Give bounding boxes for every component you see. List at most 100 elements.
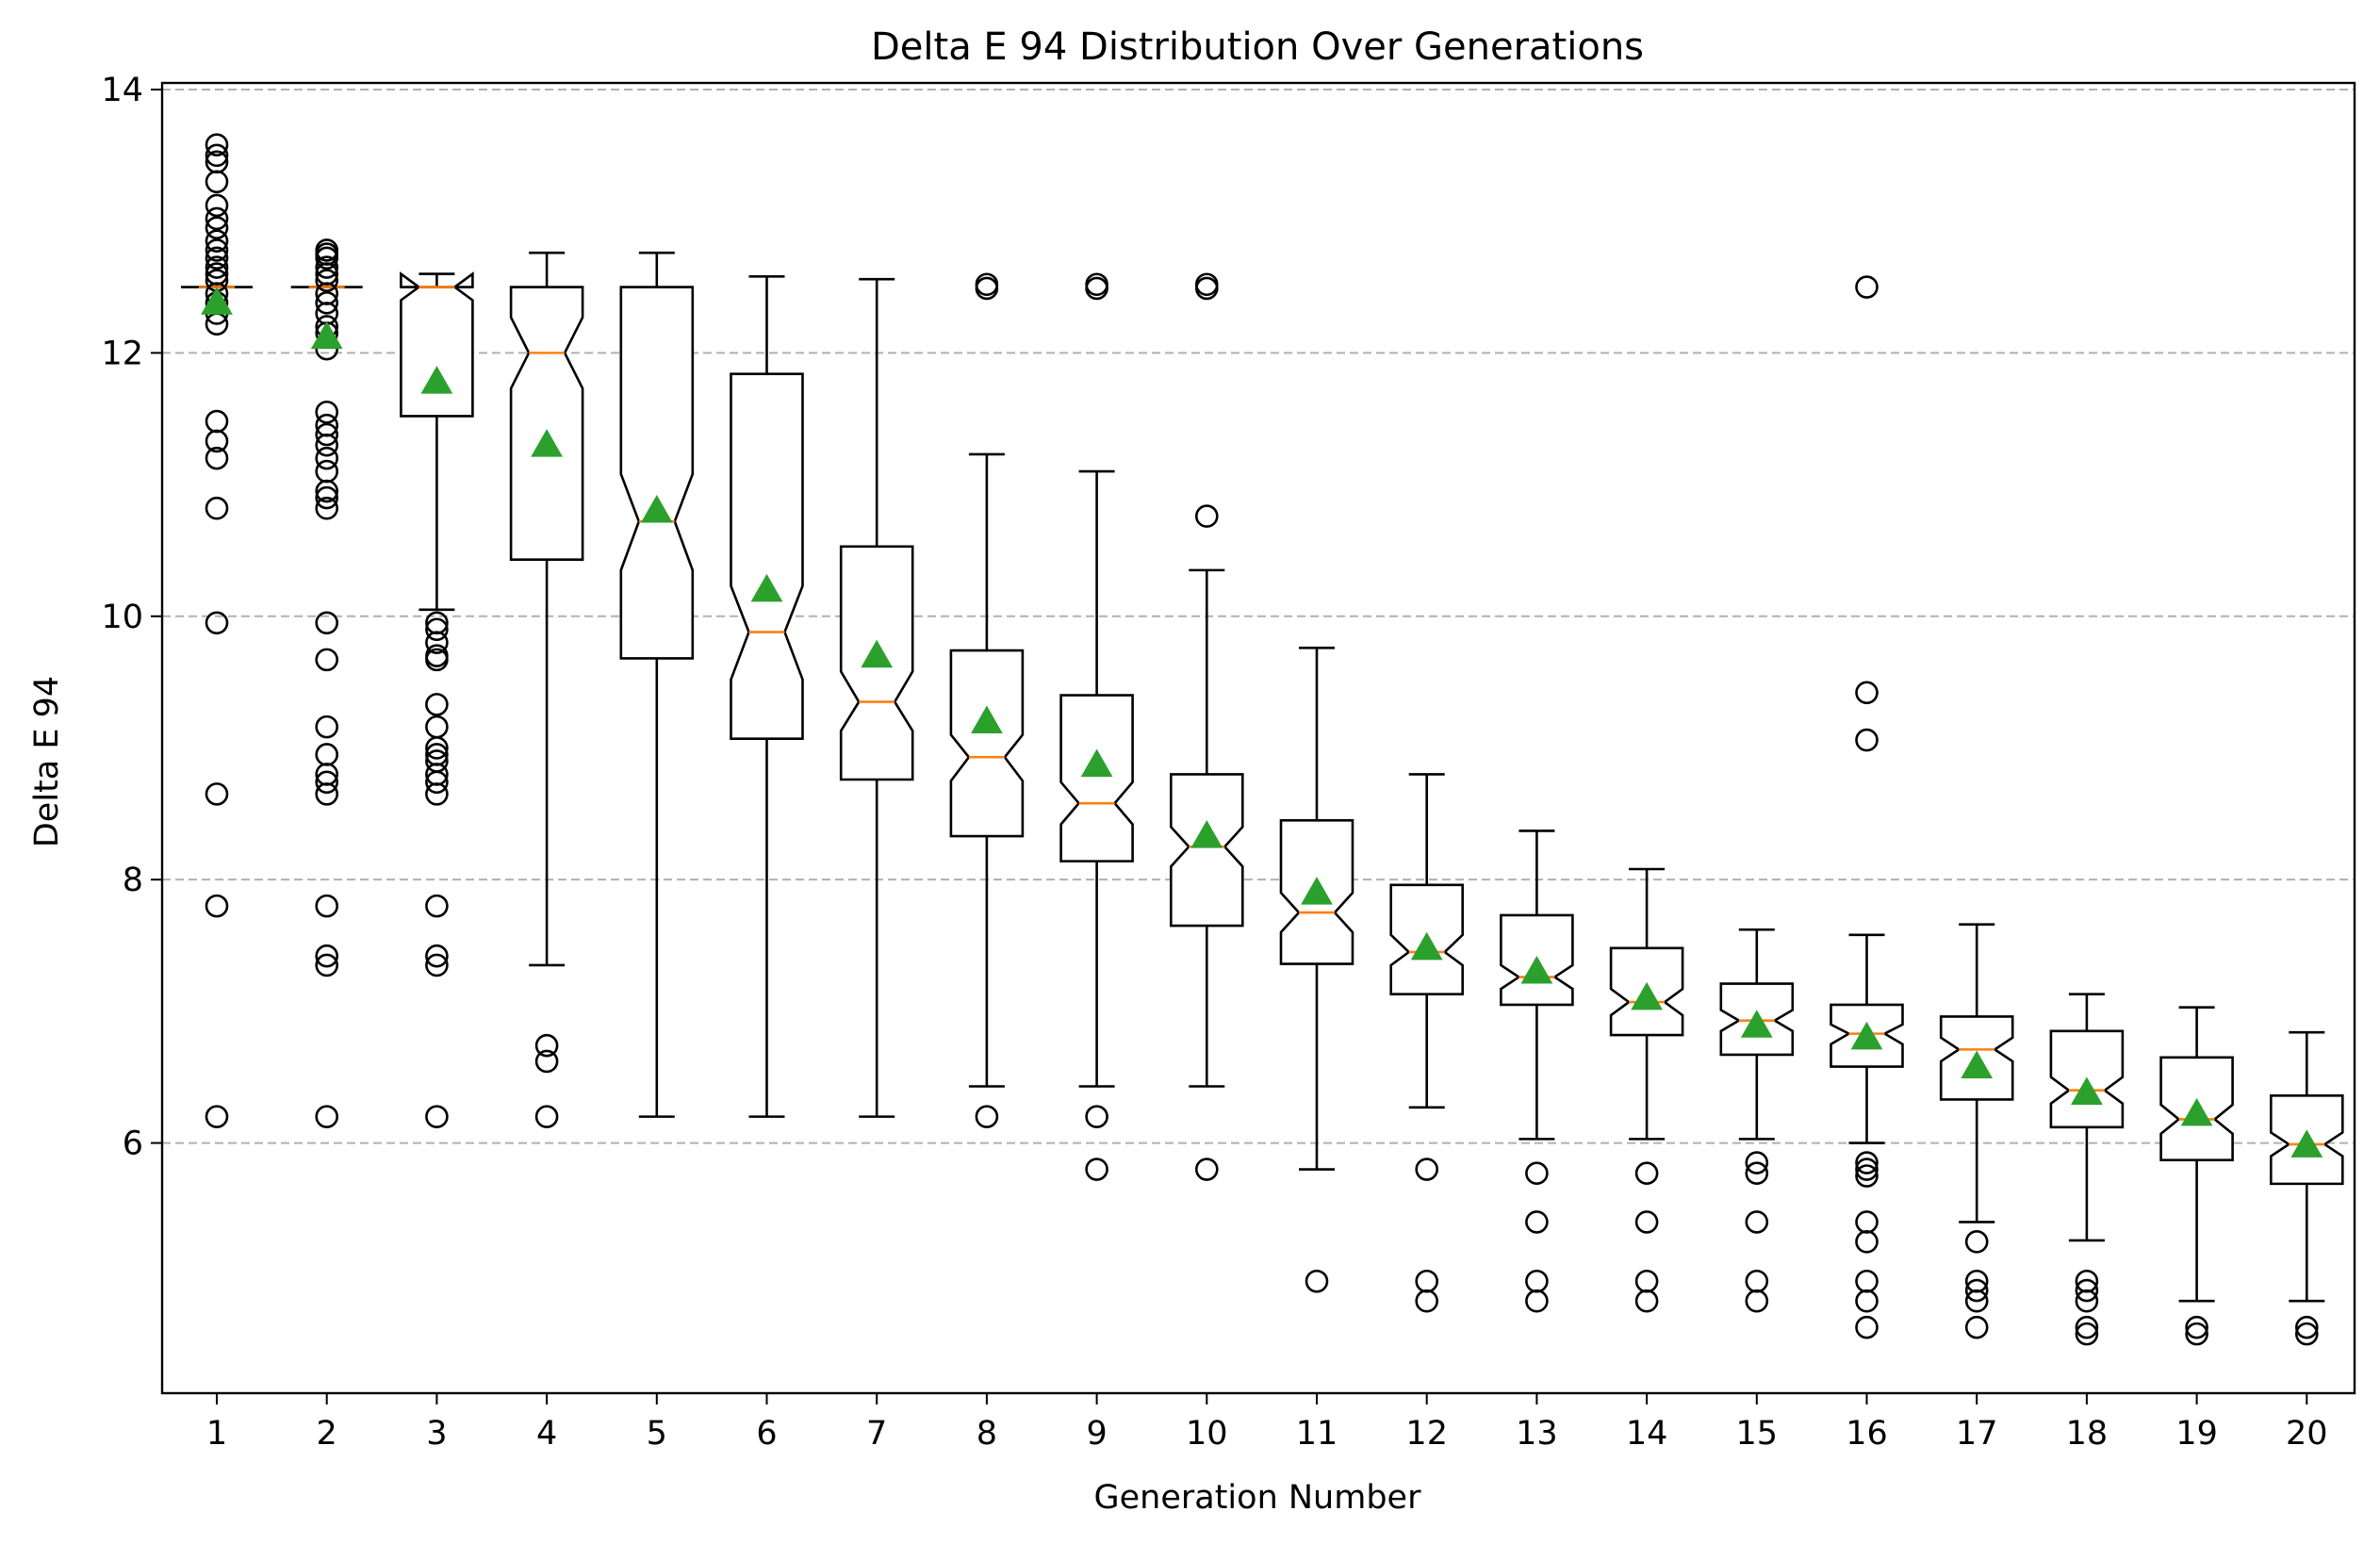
box-group [1609,867,1684,1313]
x-tick-label: 11 [1296,1415,1338,1453]
x-tick-label: 7 [866,1415,887,1453]
box [1059,694,1134,862]
outlier-point [1634,1210,1659,1234]
outlier-point [2075,1322,2099,1346]
outlier-point [1745,1151,1769,1174]
box [730,372,804,740]
outlier-point [1195,504,1219,528]
outlier-point [315,782,339,806]
x-axis-label: Generation Number [1094,1479,1422,1517]
outlier-point [425,894,449,918]
outlier-point [1855,681,1879,705]
outlier-point [315,269,339,292]
outlier-point [315,894,339,918]
y-tick-label: 10 [101,599,143,636]
outlier-point [205,193,229,218]
boxes [181,133,2344,1346]
mean-marker [1740,1010,1773,1038]
outlier-point [1855,1158,1879,1181]
mean-marker [971,705,1003,734]
outlier-point [1964,1230,1989,1254]
y-tick-label: 6 [123,1125,143,1163]
outlier-point [975,276,999,301]
outlier-point [315,433,339,457]
box-group [2270,1030,2344,1346]
outlier-point [1415,1158,1438,1181]
outlier-point [315,400,339,424]
outlier-point [315,1105,339,1128]
x-tick-label: 9 [1086,1415,1107,1453]
box [509,286,584,562]
outlier-point [1855,275,1879,299]
outlier-point [1305,1269,1329,1293]
outlier-point [1855,728,1879,752]
outlier-point [2295,1322,2319,1346]
outlier-point [425,736,449,760]
mean-marker [1410,931,1443,961]
outlier-point [1415,1289,1438,1313]
outlier-point [425,782,449,806]
box-group [509,251,584,1128]
outlier-point [205,133,229,156]
x-tick-label: 16 [1846,1415,1888,1453]
outlier-point [534,1033,559,1058]
outlier-point [2295,1315,2319,1339]
outlier-point [315,770,339,795]
outlier-point [205,255,229,279]
outlier-point [205,206,229,231]
box [1170,773,1244,928]
outlier-point [315,944,339,968]
outlier-point [1855,1230,1879,1254]
box [949,649,1025,838]
box-group [619,251,695,1118]
outlier-point [425,693,449,716]
outlier-point [1745,1161,1769,1186]
outlier-point [205,216,229,239]
mean-marker [1961,1050,1994,1079]
mean-marker [2071,1076,2103,1105]
outlier-point [1525,1289,1549,1313]
box-group [1719,928,1795,1313]
x-tick-label: 19 [2175,1415,2218,1453]
outlier-point [205,246,229,271]
outlier-point [425,944,449,968]
box-group [1830,275,1904,1339]
outlier-point [315,422,339,447]
outlier-point [315,496,339,520]
outlier-point [425,953,449,977]
outlier-point [2185,1322,2208,1346]
outlier-point [1964,1278,1989,1303]
mean-marker [1520,955,1553,984]
outlier-point [425,648,449,672]
outlier-point [205,894,229,918]
x-tick-label: 2 [317,1415,337,1453]
box-group [2159,1006,2234,1346]
outlier-point [1195,1158,1219,1181]
outlier-point [1855,1315,1879,1339]
mean-marker [2290,1129,2323,1158]
x-tick-label: 1 [206,1415,227,1453]
mean-marker [310,320,343,350]
outlier-point [1634,1161,1659,1186]
outlier-point [1085,276,1108,301]
outlier-point [1525,1161,1549,1186]
outlier-point [205,782,229,806]
outlier-point [205,170,229,194]
box-group [839,277,914,1118]
y-tick-label: 14 [101,72,143,109]
box-group [1500,829,1574,1313]
outlier-point [315,246,339,271]
outlier-point [425,770,449,795]
x-tick-label: 8 [977,1415,997,1453]
box-group [1939,923,2014,1339]
x-axis: 1 2 3 4 5 6 7 8 9 10 11 12 13 14 15 16 17 18 19 20 [206,1393,2328,1453]
mean-marker [1190,820,1223,848]
x-tick-label: 17 [1956,1415,1998,1453]
y-axis-label: Delta E 94 [28,676,66,847]
x-tick-label: 12 [1405,1415,1448,1453]
outlier-point [205,229,229,253]
outlier-point [205,1105,229,1128]
mean-marker [2180,1097,2213,1126]
